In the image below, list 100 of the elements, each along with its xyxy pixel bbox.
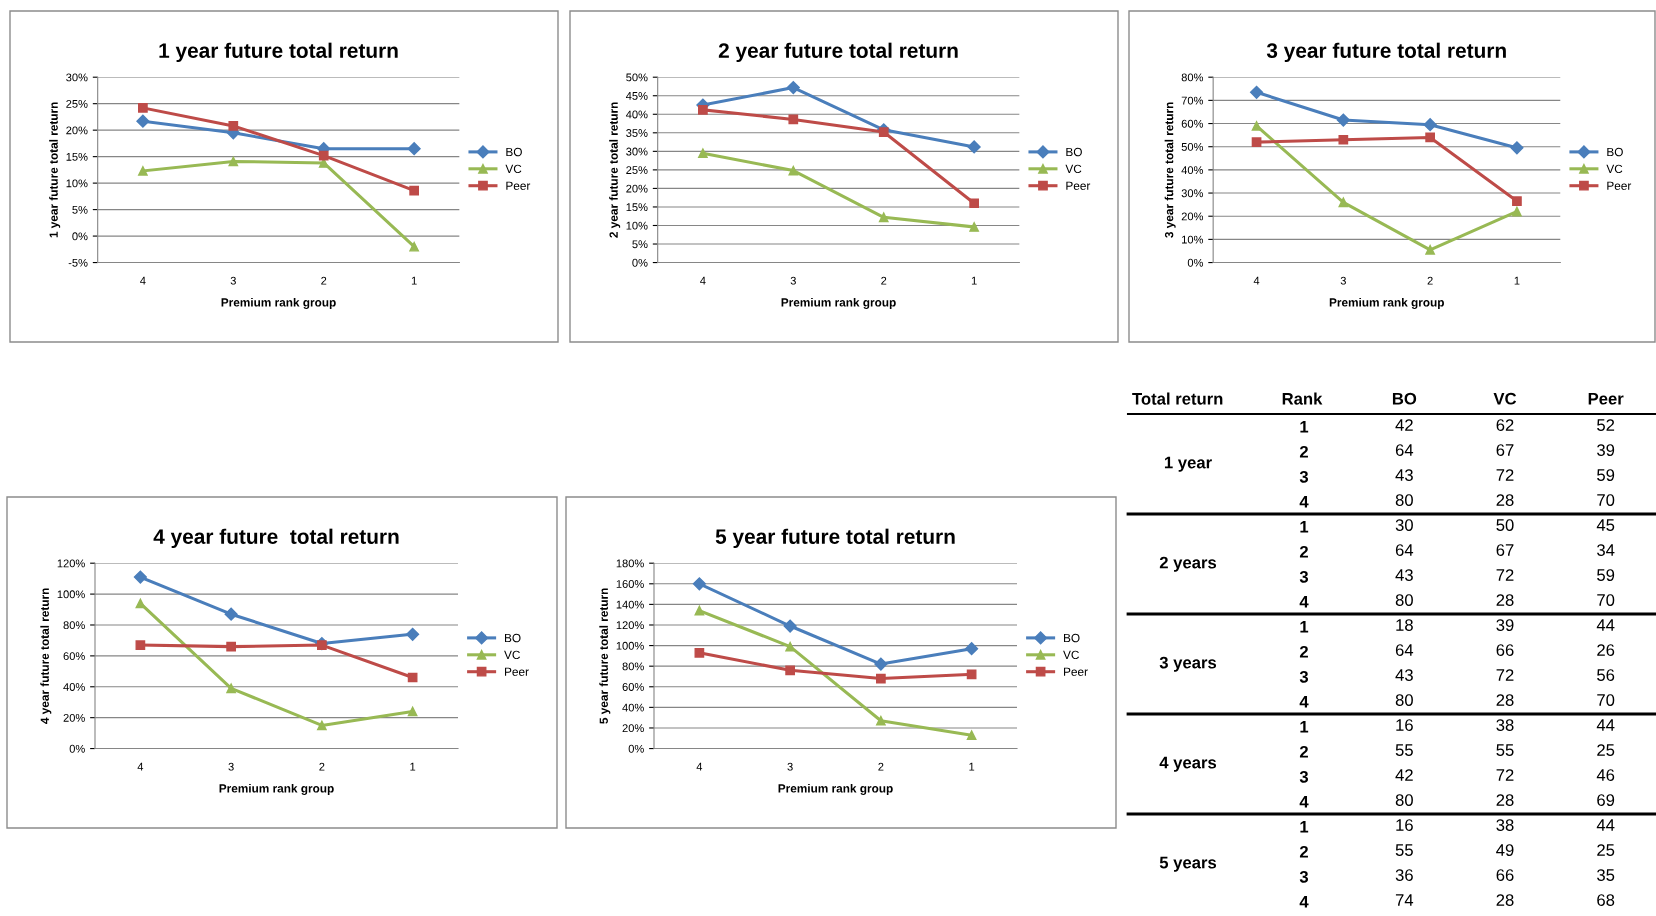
y-tick-label: 4 [1299,896,1309,908]
x-tick-label: 4 [696,762,703,771]
data-label: 74 [1395,894,1414,906]
y-tick-label: 40% [63,683,85,691]
x-tick-label: 2 [878,762,884,771]
x-tick-label: 1 [411,276,417,285]
x-tick-label: 3 [228,762,234,771]
x-tick-label: 2 [881,276,887,285]
data-label: 44 [1596,719,1615,731]
data-label: 80 [1395,594,1413,606]
data-label: 44 [1596,619,1615,631]
legend-label: BO [1607,147,1623,157]
data-label: 42 [1395,769,1413,781]
y-tick-label: 10% [66,179,88,188]
data-label: 28 [1496,594,1514,606]
data-label: 46 [1596,769,1615,781]
data-label: 70 [1597,494,1615,506]
text: 1 year [1164,456,1212,472]
x-axis-title: Premium rank group [781,297,896,309]
y-axis-title: 2 year future total return [609,102,621,238]
legend-label: BO [1066,147,1082,157]
x-tick-label: 2 [1427,276,1433,285]
y-axis-title: 3 year future total return [1164,102,1176,238]
legend-label: Peer [505,667,529,676]
y-tick-label: 50% [1181,142,1204,151]
x-axis-title: Premium rank group [219,783,334,795]
data-label: 16 [1396,719,1413,731]
y-tick-label: 10% [626,221,648,230]
data-label: 66 [1496,869,1514,881]
y-tick-label: 10% [1182,235,1204,244]
y-tick-label: 5% [632,240,648,249]
x-tick-label: 2 [319,762,325,771]
legend-label: BO [505,633,521,643]
y-tick-label: 4 [1299,696,1309,708]
data-label: 69 [1597,794,1615,806]
data-label: 62 [1496,419,1514,431]
x-tick-label: 1 [1514,276,1520,285]
data-label: 70 [1597,594,1615,606]
data-label: 80 [1395,794,1413,806]
x-tick-label: 3 [790,276,796,285]
data-label: 26 [1597,644,1615,656]
x-tick-label: BO [1392,392,1417,405]
data-label: 35 [1597,869,1615,881]
legend-label: Peer [1064,667,1088,676]
y-tick-label: 160% [616,580,644,588]
data-label: 72 [1496,569,1514,581]
y-tick-label: 2 [1299,845,1308,858]
x-tick-label: 4 [137,762,144,771]
data-label: 25 [1597,744,1615,756]
data-label: 49 [1496,844,1514,856]
data-label: 80 [1395,494,1413,506]
y-tick-label: 120% [57,559,85,568]
y-tick-label: 50% [626,73,648,82]
text: 2 years [1159,556,1217,572]
data-label: 50 [1496,519,1514,531]
data-label: 34 [1597,544,1615,556]
chart-title: 5 year future total return [715,528,955,549]
x-tick-label: 1 [410,762,416,771]
x-tick-label: 4 [1253,276,1260,285]
y-tick-label: 4 [1299,796,1309,808]
data-label: 38 [1496,719,1514,731]
data-label: 44 [1596,819,1615,831]
data-label: 67 [1496,544,1514,556]
y-tick-label: 4 [1299,596,1309,608]
data-label: 68 [1597,894,1615,906]
y-tick-label: 120% [616,621,644,630]
y-tick-label: 5% [72,205,88,214]
y-tick-label: 20% [63,713,85,722]
x-tick-label: VC [1493,392,1517,405]
data-label: 66 [1496,644,1514,656]
data-label: 45 [1596,519,1615,531]
data-label: 52 [1597,419,1615,431]
y-tick-label: 140% [616,600,644,609]
data-label: 64 [1395,544,1414,556]
y-tick-label: 2 [1299,645,1308,658]
data-label: 30 [1395,519,1413,531]
y-tick-label: 0% [69,744,85,753]
y-tick-label: 1 [1300,621,1309,633]
y-tick-label: 100% [616,641,644,650]
legend-label: Peer [1066,181,1091,190]
legend-label: VC [1065,164,1082,174]
chart-title: 4 year future total return [153,528,399,549]
y-tick-label: 2 [1299,745,1308,758]
x-axis-title: Premium rank group [221,297,336,309]
data-label: 43 [1395,569,1413,581]
y-tick-label: 30% [626,147,648,156]
y-axis-title: 1 year future total return [49,102,61,238]
y-tick-label: 3 [1299,570,1309,583]
x-tick-label: 1 [971,276,977,285]
data-label: 55 [1395,844,1413,856]
y-tick-label: 40% [1181,166,1204,175]
x-tick-label: 3 [230,276,236,285]
text: 3 years [1159,656,1217,672]
x-axis-title: Premium rank group [778,783,893,795]
y-tick-label: 30% [1181,189,1204,198]
y-tick-label: 0% [632,258,648,267]
x-tick-label: 1 [969,762,975,771]
y-tick-label: 35% [626,129,648,137]
data-label: 28 [1496,894,1514,906]
y-tick-label: 1 [1300,521,1309,533]
